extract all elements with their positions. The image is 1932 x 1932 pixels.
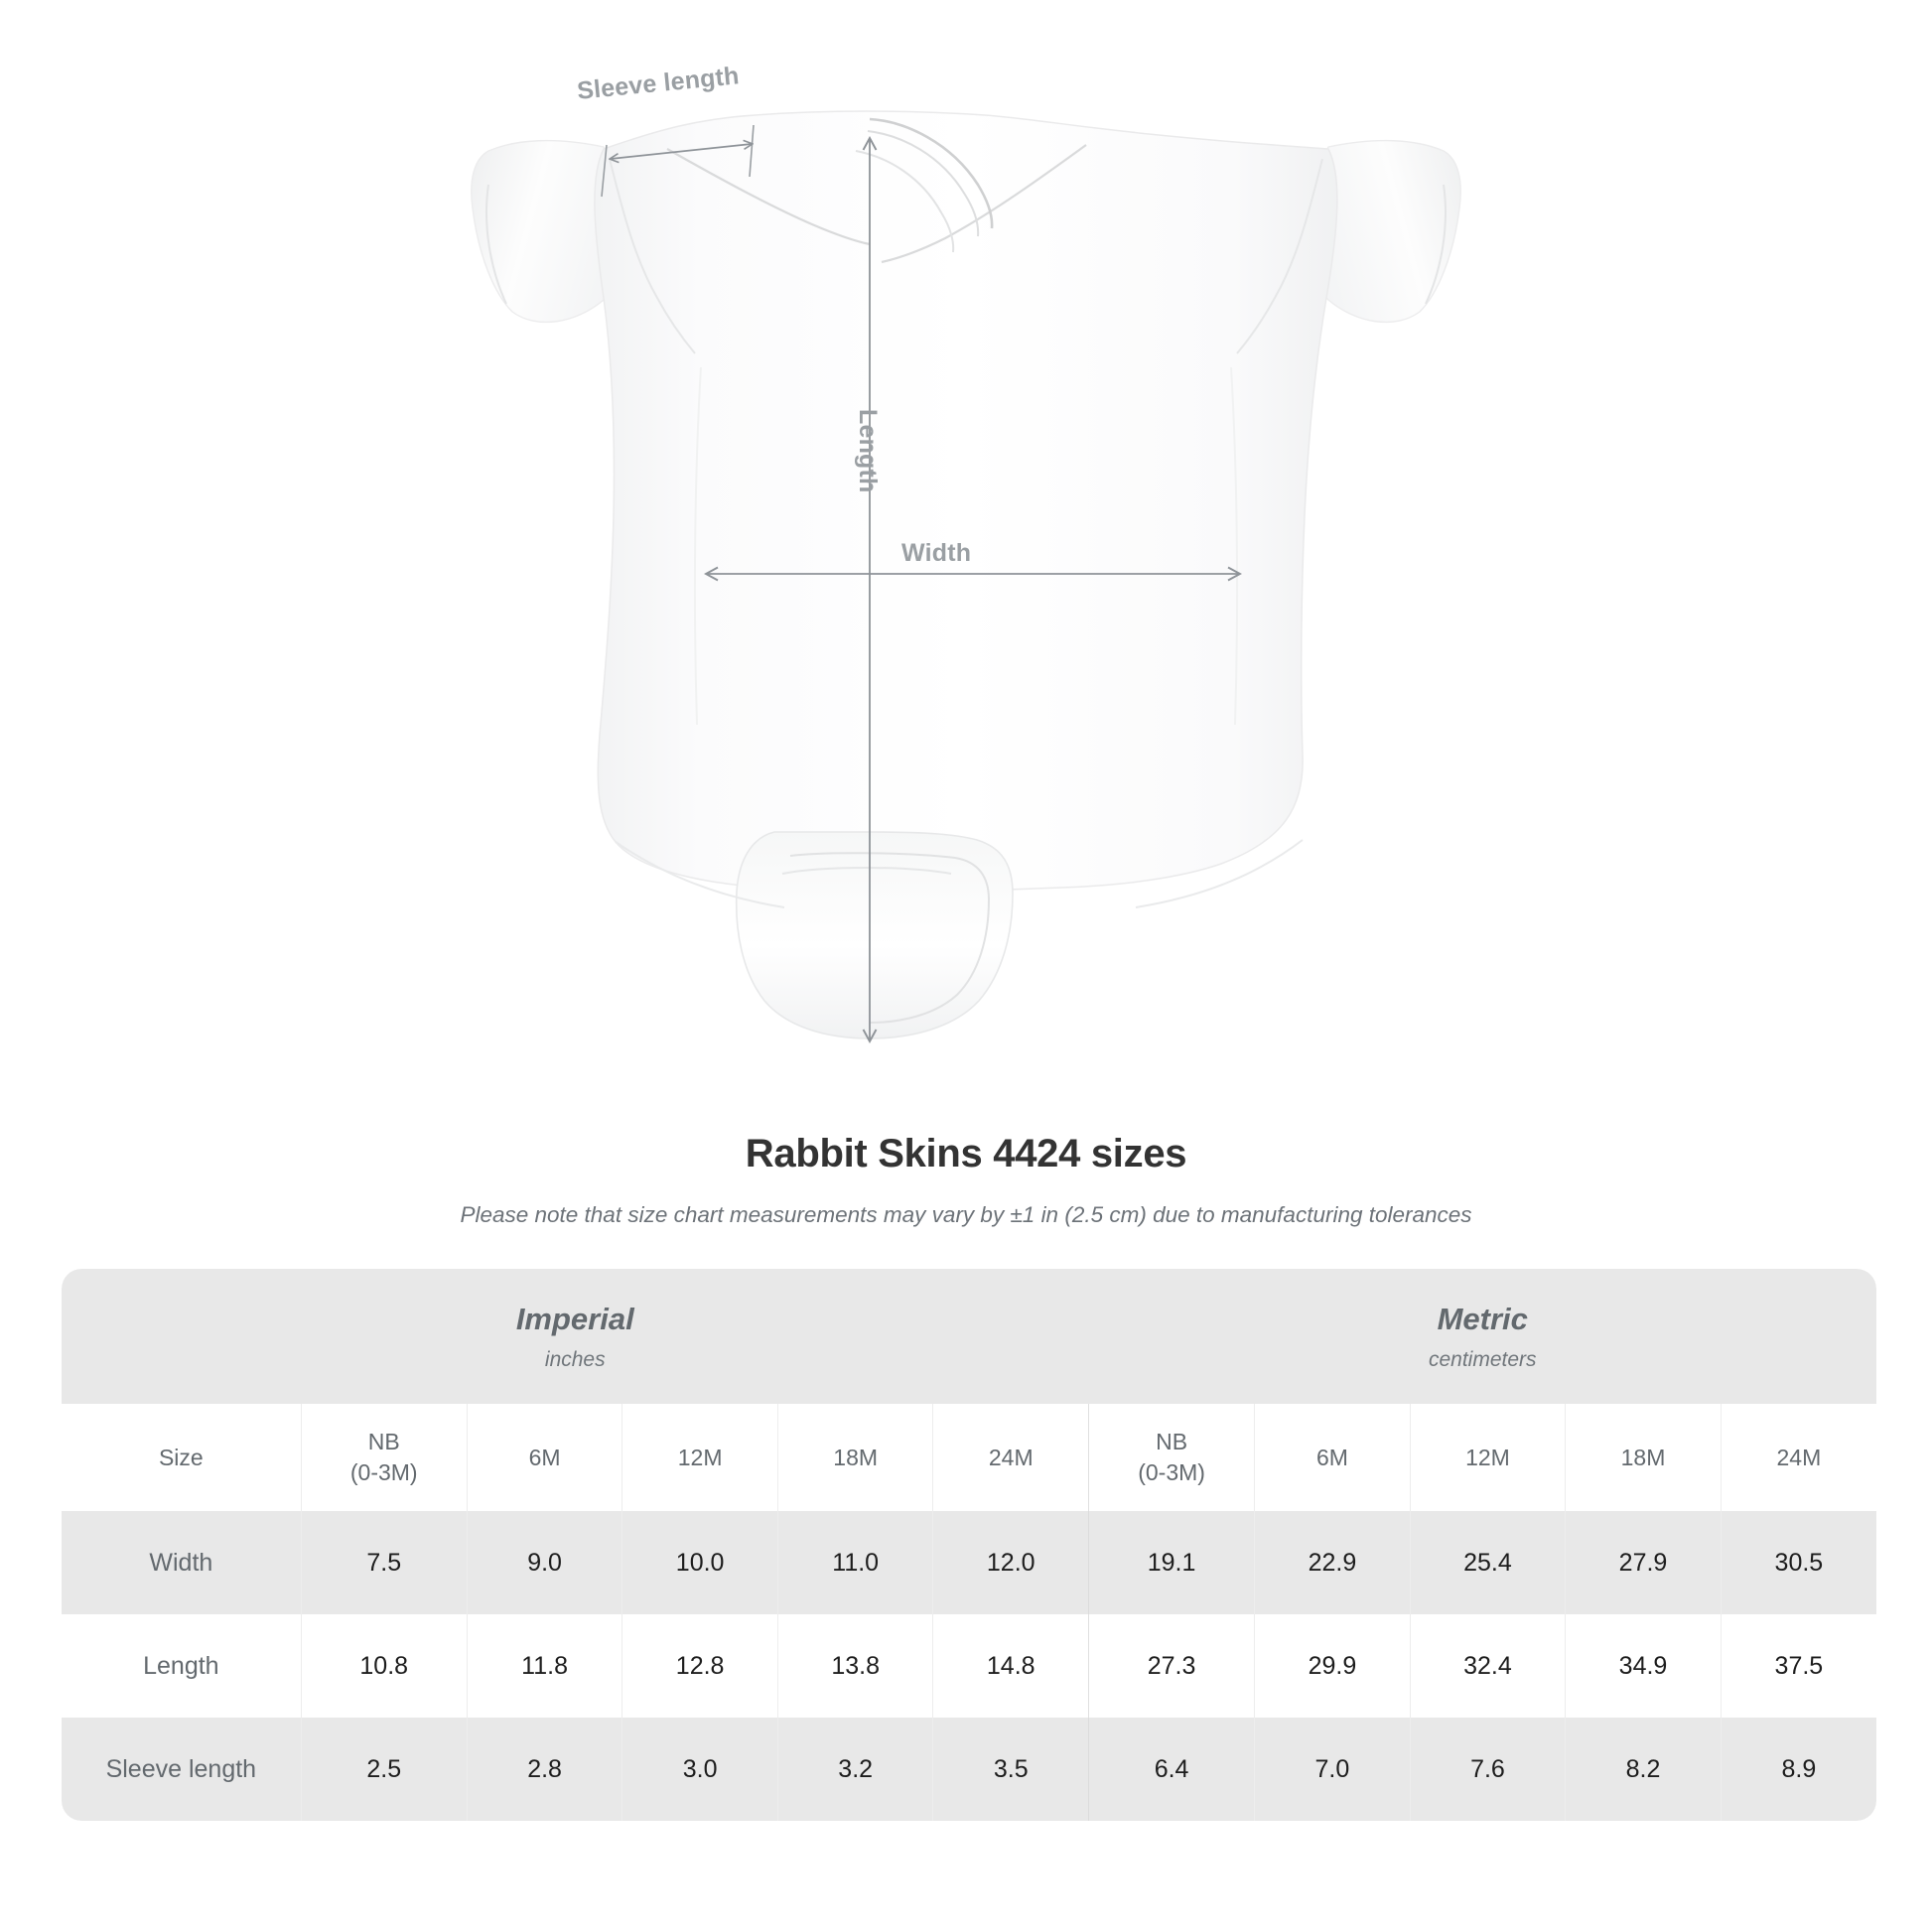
cell-length-imperial-nb: 10.8 <box>300 1614 468 1718</box>
cell-length-imperial-18m: 13.8 <box>776 1614 933 1718</box>
sleeve-length-dimension <box>601 124 755 198</box>
cell-length-metric-18m: 34.9 <box>1565 1614 1722 1718</box>
table-row: Length 10.8 11.8 12.8 13.8 14.8 27.3 29.… <box>62 1614 1876 1718</box>
cell-width-metric-6m: 22.9 <box>1254 1511 1411 1614</box>
cell-width-metric-12m: 25.4 <box>1409 1511 1566 1614</box>
cell-width-imperial-6m: 9.0 <box>466 1511 622 1614</box>
cell-width-imperial-18m: 11.0 <box>776 1511 933 1614</box>
size-chart-table-wrap: Imperial inches Metric centimeters Size … <box>62 1269 1876 1821</box>
cell-length-imperial-24m: 14.8 <box>932 1614 1089 1718</box>
unit-sub-metric: centimeters <box>1428 1347 1537 1371</box>
cell-length-imperial-12m: 12.8 <box>621 1614 778 1718</box>
cell-length-metric-12m: 32.4 <box>1409 1614 1566 1718</box>
cell-sleeve-imperial-6m: 2.8 <box>466 1718 622 1821</box>
length-dimension-label: Length <box>854 409 882 493</box>
cell-sleeve-metric-12m: 7.6 <box>1409 1718 1566 1821</box>
size-header-imperial-nb: NB (0-3M) <box>300 1404 468 1511</box>
bodysuit-diagram <box>471 110 1461 1043</box>
size-header-imperial-12m: 12M <box>621 1404 778 1511</box>
table-row: Sleeve length 2.5 2.8 3.0 3.2 3.5 6.4 7.… <box>62 1718 1876 1821</box>
unit-header-metric: Metric centimeters <box>1088 1269 1876 1404</box>
cell-length-metric-6m: 29.9 <box>1254 1614 1411 1718</box>
size-chart-table: Imperial inches Metric centimeters Size … <box>62 1269 1876 1821</box>
garment-illustration: Sleeve length Length Width <box>471 62 1461 1043</box>
cell-sleeve-metric-nb: 6.4 <box>1088 1718 1255 1821</box>
size-header-metric-24m: 24M <box>1720 1404 1876 1511</box>
size-header-metric-6m: 6M <box>1254 1404 1411 1511</box>
size-sub: (0-3M) <box>1138 1459 1205 1485</box>
cell-sleeve-metric-18m: 8.2 <box>1565 1718 1722 1821</box>
table-row: Width 7.5 9.0 10.0 11.0 12.0 19.1 22.9 2… <box>62 1511 1876 1614</box>
width-dimension-label: Width <box>901 539 972 567</box>
cell-sleeve-imperial-24m: 3.5 <box>932 1718 1089 1821</box>
cell-width-imperial-nb: 7.5 <box>300 1511 468 1614</box>
title-block: Rabbit Skins 4424 sizes Please note that… <box>0 1132 1932 1228</box>
page-title: Rabbit Skins 4424 sizes <box>745 1132 1187 1175</box>
unit-header-imperial: Imperial inches <box>62 1269 1089 1404</box>
size-header-imperial-6m: 6M <box>466 1404 622 1511</box>
size-header-metric-nb: NB (0-3M) <box>1088 1404 1255 1511</box>
row-label-sleeve-length: Sleeve length <box>62 1718 302 1821</box>
size-header-imperial-18m: 18M <box>776 1404 933 1511</box>
size-main: NB <box>1156 1428 1188 1454</box>
unit-sub-imperial: inches <box>544 1347 606 1371</box>
cell-sleeve-imperial-nb: 2.5 <box>300 1718 468 1821</box>
cell-sleeve-metric-24m: 8.9 <box>1720 1718 1876 1821</box>
size-header-row: Size NB (0-3M) 6M 12M 18M 24M NB (0-3M) … <box>62 1404 1876 1511</box>
cell-length-metric-nb: 27.3 <box>1088 1614 1255 1718</box>
cell-width-metric-18m: 27.9 <box>1565 1511 1722 1614</box>
size-header-imperial-24m: 24M <box>932 1404 1089 1511</box>
size-sub: (0-3M) <box>349 1459 418 1485</box>
bodysuit-shape <box>471 110 1461 1039</box>
cell-width-metric-nb: 19.1 <box>1088 1511 1255 1614</box>
unit-header-row: Imperial inches Metric centimeters <box>62 1269 1876 1404</box>
unit-name-metric: Metric <box>1437 1302 1528 1337</box>
tolerance-note: Please note that size chart measurements… <box>460 1202 1472 1227</box>
cell-length-metric-24m: 37.5 <box>1720 1614 1876 1718</box>
cell-sleeve-imperial-18m: 3.2 <box>776 1718 933 1821</box>
cell-sleeve-imperial-12m: 3.0 <box>621 1718 778 1821</box>
cell-width-imperial-12m: 10.0 <box>621 1511 778 1614</box>
row-label-length: Length <box>62 1614 302 1718</box>
size-main: NB <box>367 1428 400 1454</box>
cell-width-metric-24m: 30.5 <box>1720 1511 1876 1614</box>
row-label-width: Width <box>62 1511 302 1614</box>
cell-sleeve-metric-6m: 7.0 <box>1254 1718 1411 1821</box>
unit-name-imperial: Imperial <box>515 1302 634 1337</box>
size-header-metric-18m: 18M <box>1565 1404 1722 1511</box>
cell-length-imperial-6m: 11.8 <box>466 1614 622 1718</box>
size-header-label: Size <box>62 1404 302 1511</box>
size-header-metric-12m: 12M <box>1409 1404 1566 1511</box>
cell-width-imperial-24m: 12.0 <box>932 1511 1089 1614</box>
